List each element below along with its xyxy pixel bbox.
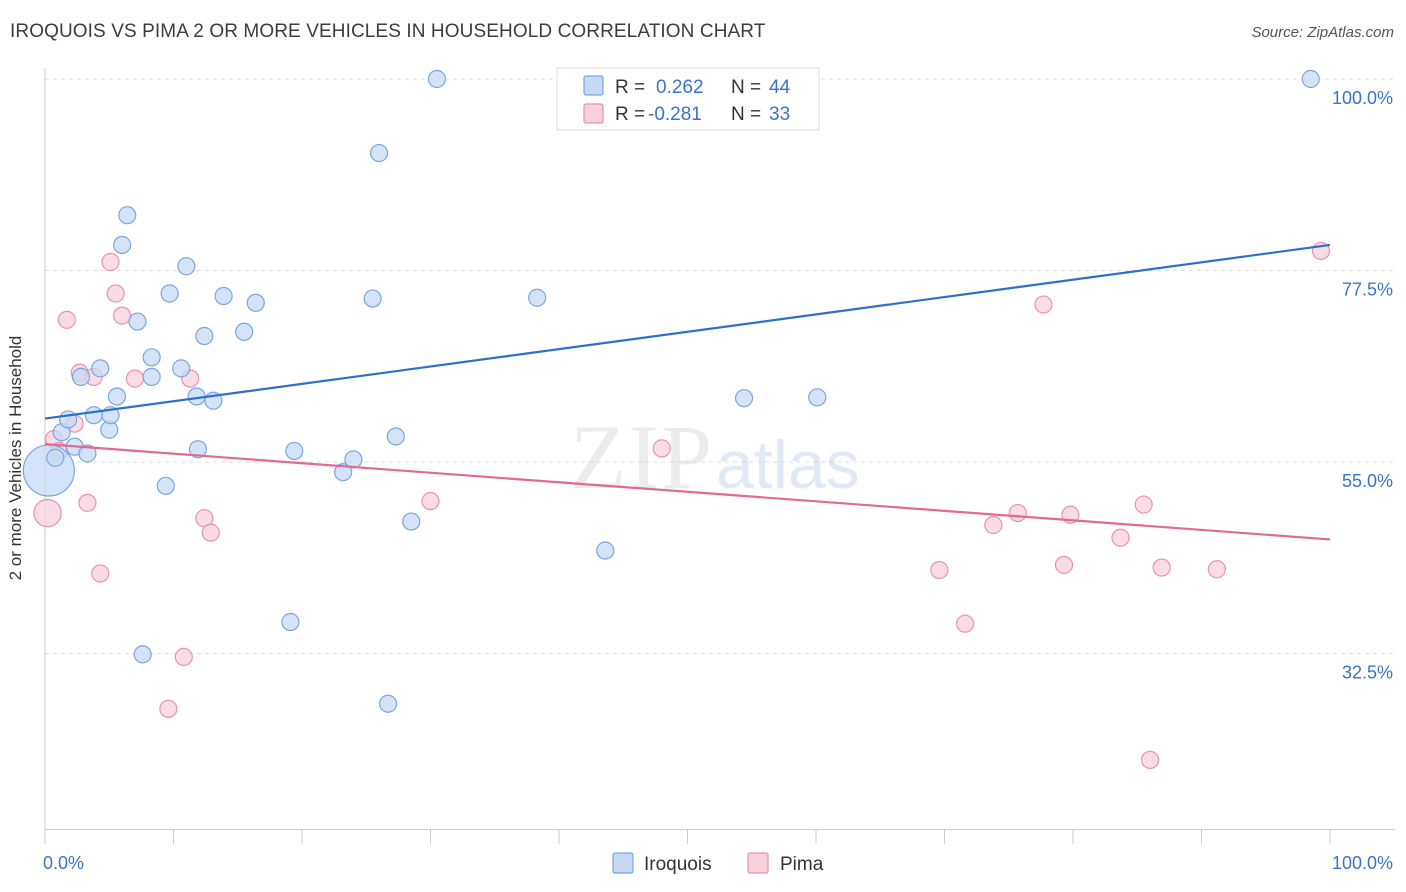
iroquois-point-43: [1301, 69, 1320, 89]
y-tick-label-3: 100.0%: [1332, 88, 1393, 108]
iroquois-point-7: [84, 406, 103, 425]
iroquois-point-42: [808, 388, 827, 407]
iroquois-point-36: [386, 427, 405, 446]
iroquois-point-24: [195, 326, 214, 346]
iroquois-point-12: [112, 235, 132, 255]
pima-point-3: [57, 310, 76, 329]
pima-point-12: [125, 369, 145, 388]
iroquois-point-29: [281, 612, 300, 632]
pima-point-23: [1008, 503, 1027, 523]
pima-point-11: [112, 306, 132, 325]
iroquois-point-31: [334, 463, 353, 482]
legend-n-value-pima: 33: [769, 104, 790, 125]
trendlines: [44, 243, 1331, 541]
pima-point-31: [1207, 560, 1227, 579]
iroquois-point-20: [172, 359, 191, 378]
pima-point-14: [174, 647, 193, 667]
iroquois-point-37: [402, 512, 421, 531]
legend-swatch-iroquois: [583, 75, 604, 96]
iroquois-point-32: [344, 450, 363, 469]
iroquois-point-16: [142, 348, 161, 367]
pima-trendline: [44, 443, 1331, 541]
pima-point-25: [1054, 555, 1074, 575]
iroquois-point-19: [160, 284, 179, 303]
y-tick-label-1: 55.0%: [1342, 471, 1393, 491]
pima-point-20: [930, 560, 949, 580]
gridlines: [45, 78, 1395, 654]
series-legend: Iroquois Pima: [612, 852, 824, 875]
pima-point-21: [955, 614, 975, 633]
iroquois-point-30: [285, 441, 304, 461]
pima-point-19: [652, 439, 671, 458]
pima-point-24: [1034, 295, 1053, 314]
legend-n-label-iroquois: N =: [731, 77, 761, 98]
iroquois-point-40: [596, 541, 615, 560]
pima-point-6: [78, 493, 97, 512]
pima-point-13: [159, 699, 178, 718]
source-credit: Source: ZipAtlas.com: [1251, 24, 1394, 41]
iroquois-point-1: [46, 448, 65, 467]
iroquois-point-34: [370, 143, 389, 163]
bottom-legend-iroquois: Iroquois: [644, 854, 712, 875]
legend-r-value-iroquois: 0.262: [656, 77, 704, 98]
x-tick-labels: 0.0% 100.0%: [43, 853, 1393, 873]
pima-point-9: [101, 252, 120, 272]
y-tick-labels: 32.5% 55.0% 77.5% 100.0%: [1332, 88, 1393, 683]
iroquois-point-5: [71, 367, 91, 386]
x-tick-label-1: 100.0%: [1332, 853, 1393, 873]
iroquois-point-28: [246, 293, 265, 312]
iroquois-point-18: [156, 476, 175, 495]
legend-r-label-pima: R =: [615, 104, 645, 125]
iroquois-point-23: [188, 440, 208, 459]
pima-point-27: [1111, 528, 1130, 547]
iroquois-point-35: [378, 694, 398, 713]
pima-point-18: [421, 492, 440, 511]
iroquois-point-21: [177, 257, 196, 276]
y-tick-label-2: 77.5%: [1342, 280, 1393, 300]
pima-point-8: [91, 564, 110, 583]
pima-point-17: [201, 523, 220, 542]
correlation-legend: R = 0.262 N = 44 R = -0.281 N = 33: [556, 67, 820, 131]
iroquois-point-17: [142, 367, 161, 386]
iroquois-point-11: [107, 387, 127, 406]
iroquois-point-14: [128, 312, 147, 331]
iroquois-point-8: [91, 359, 110, 378]
iroquois-point-33: [363, 289, 382, 308]
pima-point-0: [33, 498, 62, 528]
iroquois-point-41: [734, 389, 754, 408]
legend-n-label-pima: N =: [731, 104, 761, 125]
x-tick-label-0: 0.0%: [43, 853, 84, 873]
bottom-legend-swatch-pima: [747, 852, 769, 874]
legend-r-label-iroquois: R =: [615, 77, 645, 98]
bottom-legend-swatch-iroquois: [612, 852, 634, 874]
iroquois-points: [22, 69, 1320, 713]
iroquois-point-15: [133, 645, 152, 664]
iroquois-point-13: [118, 206, 137, 225]
y-tick-label-0: 32.5%: [1342, 663, 1393, 683]
legend-swatch-pima: [583, 103, 604, 124]
chart-title: IROQUOIS VS PIMA 2 OR MORE VEHICLES IN H…: [10, 21, 766, 42]
iroquois-trendline: [44, 243, 1331, 420]
iroquois-point-38: [427, 69, 447, 89]
pima-point-28: [1134, 495, 1153, 514]
bottom-legend-pima: Pima: [780, 854, 824, 875]
watermark: ZIP atlas: [570, 406, 860, 508]
watermark-atlas: atlas: [716, 427, 860, 503]
pima-point-22: [984, 515, 1003, 535]
iroquois-point-26: [214, 286, 233, 306]
iroquois-point-3: [59, 410, 78, 429]
pima-point-29: [1140, 750, 1160, 769]
pima-point-10: [106, 284, 125, 303]
pima-point-30: [1152, 558, 1171, 577]
iroquois-point-6: [78, 444, 97, 463]
iroquois-point-27: [235, 322, 254, 341]
iroquois-point-39: [528, 288, 547, 307]
legend-r-value-pima: -0.281: [648, 104, 702, 125]
legend-n-value-iroquois: 44: [769, 77, 791, 98]
